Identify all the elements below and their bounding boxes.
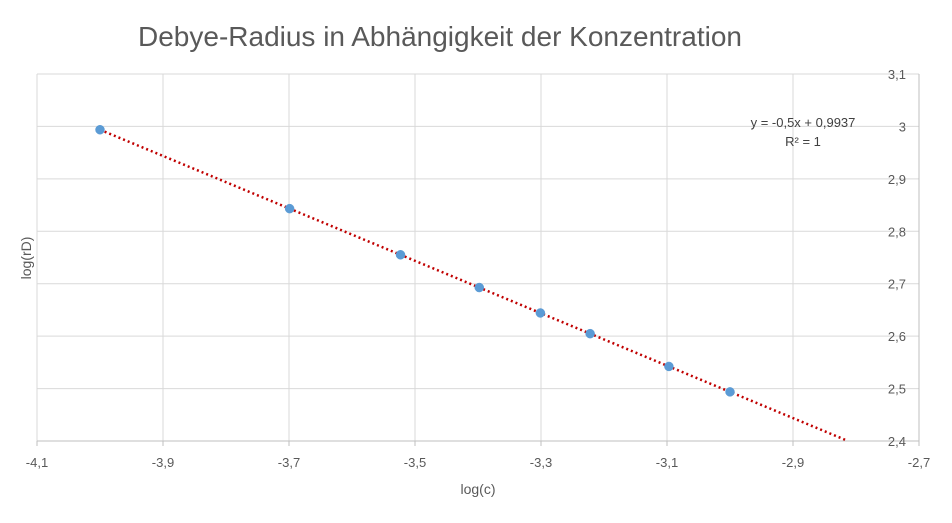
y-tick-label: 2,8 — [888, 224, 906, 239]
y-tick-label: 3,1 — [888, 67, 906, 82]
data-points — [95, 124, 735, 397]
x-tick-labels: -4,1 -3,9 -3,7 -3,5 -3,3 -3,1 -2,9 -2,7 — [26, 455, 930, 470]
data-point — [395, 250, 406, 260]
y-tick-label: 2,6 — [888, 329, 906, 344]
trendline-equation: y = -0,5x + 0,9937 — [751, 115, 856, 130]
y-tick-labels: 2,4 2,5 2,6 2,7 2,8 2,9 3 3,1 — [888, 67, 906, 449]
trendline — [99, 128, 849, 443]
y-tick-label: 3 — [899, 119, 906, 134]
chart-title: Debye-Radius in Abhängigkeit der Konzent… — [138, 21, 742, 52]
data-point — [585, 328, 595, 339]
x-tick-label: -3,5 — [404, 455, 426, 470]
axes — [37, 74, 920, 442]
x-tick-label: -3,1 — [656, 455, 678, 470]
y-tick-label: 2,5 — [888, 382, 906, 397]
data-point — [474, 282, 485, 293]
trendline-group — [99, 128, 849, 443]
data-point — [535, 308, 546, 318]
data-point — [664, 361, 674, 372]
x-axis-label: log(c) — [460, 481, 495, 497]
r-squared-label: R² = 1 — [785, 134, 821, 149]
x-tick-label: -3,3 — [530, 455, 552, 470]
data-point — [284, 203, 295, 214]
data-point — [95, 124, 105, 135]
x-tick-label: -4,1 — [26, 455, 48, 470]
y-tick-label: 2,4 — [888, 434, 906, 449]
y-axis-label: log(rD) — [18, 237, 34, 280]
y-tick-label: 2,7 — [888, 277, 906, 292]
x-tick-label: -3,9 — [152, 455, 174, 470]
data-point — [725, 387, 735, 397]
y-tick-label: 2,9 — [888, 172, 906, 187]
x-tick-label: -2,7 — [908, 455, 930, 470]
x-tick-label: -3,7 — [278, 455, 300, 470]
x-tick-label: -2,9 — [782, 455, 804, 470]
